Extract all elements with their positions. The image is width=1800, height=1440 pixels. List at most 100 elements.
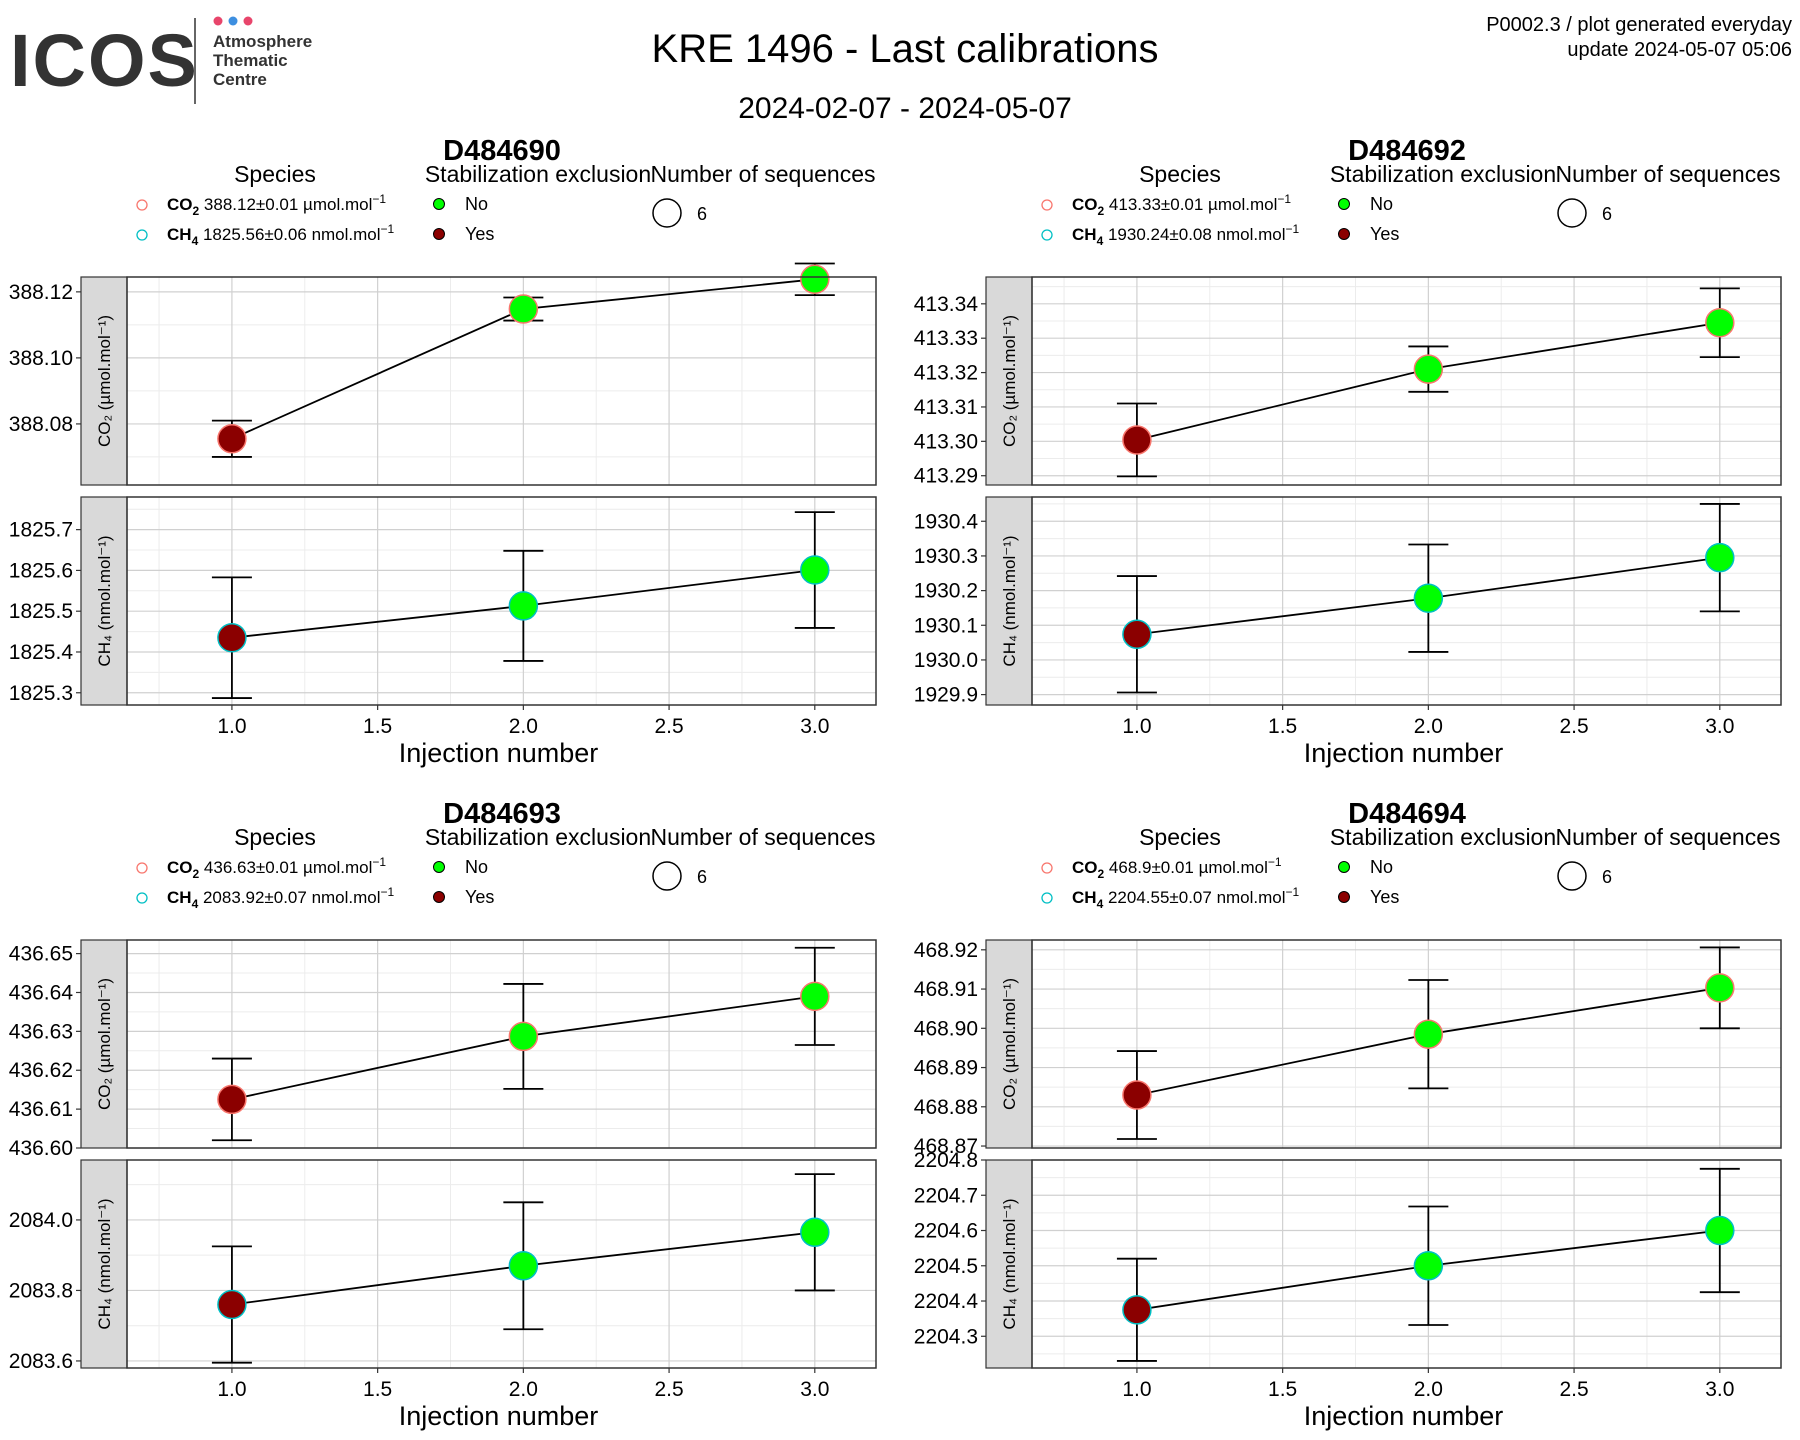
panel-background	[127, 277, 876, 485]
legend-no-label: No	[1370, 194, 1393, 214]
legend-species-label: CH4 1825.56±0.06 nmol.mol−1	[167, 222, 395, 248]
legend-yes-key	[433, 228, 445, 240]
x-tick-label: 2.0	[509, 1378, 538, 1401]
x-tick-label: 2.0	[1414, 1378, 1443, 1401]
panel-strip	[985, 939, 1033, 1149]
y-tick-label: 2204.4	[914, 1290, 979, 1313]
y-tick-label: 2204.5	[914, 1255, 978, 1278]
legend-species-label: CH4 1930.24±0.08 nmol.mol−1	[1072, 222, 1300, 248]
legend-no-key	[433, 861, 445, 873]
data-point	[508, 294, 539, 324]
y-tick-label: 413.31	[914, 396, 978, 419]
block-title: D484694	[1348, 798, 1466, 830]
y-tick-label: 413.29	[914, 465, 978, 488]
y-tick-label: 468.87	[914, 1135, 978, 1158]
legend-sequences-title: Number of sequences	[1555, 824, 1780, 850]
data-point	[1122, 619, 1152, 650]
panel-background	[127, 1160, 876, 1368]
y-tick-label: 436.63	[9, 1020, 73, 1043]
y-tick-label: 1825.4	[9, 641, 74, 664]
panel-border	[126, 496, 877, 706]
legend-yes-label: Yes	[465, 224, 494, 244]
calibration-block: D484694 Species Stabilization exclusion Num…	[914, 798, 1782, 1431]
legend-no-key	[1338, 861, 1350, 873]
x-tick-label: 2.0	[1414, 715, 1443, 738]
x-tick-label: 3.0	[1705, 1378, 1734, 1401]
y-tick-label: 436.62	[9, 1059, 73, 1082]
data-point	[508, 1021, 539, 1052]
x-tick-label: 1.0	[217, 1378, 246, 1401]
legend-no-label: No	[1370, 857, 1393, 877]
panel-background	[1032, 277, 1781, 485]
y-tick-label: 413.33	[914, 327, 978, 350]
legend-no-key	[1338, 198, 1350, 210]
legend-sequence-key	[1557, 861, 1587, 891]
legend-no-label: No	[465, 194, 488, 214]
legend-species-label: CO2 388.12±0.01 µmol.mol−1	[167, 192, 386, 218]
legend-species-key	[136, 199, 148, 211]
date-range: 2024-02-07 - 2024-05-07	[738, 92, 1072, 125]
x-axis-label: Injection number	[399, 738, 599, 768]
legend-sequences-title: Number of sequences	[1555, 161, 1780, 187]
logo-subtitle-line-3: Centre	[213, 70, 267, 89]
legend-yes-key	[1338, 228, 1350, 240]
panel-strip-label: CO₂ (µmol.mol⁻¹)	[95, 978, 114, 1110]
panel-strip-label: CO₂ (µmol.mol⁻¹)	[1000, 315, 1019, 447]
panel-strip-label: CO₂ (µmol.mol⁻¹)	[1000, 978, 1019, 1110]
legend-sequence-count: 6	[1602, 204, 1612, 224]
calibration-block: D484693 Species Stabilization exclusion Num…	[9, 798, 877, 1431]
x-axis-label: Injection number	[1304, 1401, 1504, 1431]
co2-panel: CO₂ (µmol.mol⁻¹) 468.87 468.88 468.89 468.90…	[914, 939, 1782, 1158]
panel-border	[1031, 496, 1782, 706]
data-point	[800, 981, 830, 1012]
y-tick-label: 1930.3	[914, 545, 978, 568]
panel-strip	[985, 496, 1033, 706]
panel-strip-label: CH₄ (nmol.mol⁻¹)	[1000, 535, 1019, 666]
y-tick-label: 413.30	[914, 430, 978, 453]
data-point	[217, 1289, 247, 1320]
logo-subtitle-line-1: Atmosphere	[213, 32, 312, 51]
data-point	[800, 555, 830, 585]
y-tick-label: 388.08	[9, 413, 73, 436]
x-tick-label: 1.0	[217, 715, 246, 738]
panel-strip-label: CO₂ (µmol.mol⁻¹)	[95, 315, 114, 447]
legend-species-label: CO2 436.63±0.01 µmol.mol−1	[167, 855, 386, 881]
legend-sequences-title: Number of sequences	[650, 161, 875, 187]
y-tick-label: 2204.6	[914, 1220, 978, 1243]
co2-panel: CO₂ (µmol.mol⁻¹) 436.60 436.61 436.62 436.63…	[9, 939, 877, 1160]
legend-sequence-count: 6	[1602, 867, 1612, 887]
data-point	[508, 591, 539, 621]
legend-stabilization-title: Stabilization exclusion	[1330, 161, 1556, 187]
legend-sequence-count: 6	[697, 204, 707, 224]
legend-stabilization-title: Stabilization exclusion	[1330, 824, 1556, 850]
x-tick-label: 3.0	[1705, 715, 1734, 738]
data-point	[1413, 1019, 1444, 1049]
icos-logo: ICOS Atmosphere Thematic Centre	[10, 16, 312, 104]
co2-panel: CO₂ (µmol.mol⁻¹) 413.29 413.30 413.31 413.32…	[914, 276, 1782, 488]
x-tick-label: 1.5	[1268, 1378, 1297, 1401]
block-title: D484690	[443, 135, 561, 167]
logo-wordmark: ICOS	[10, 19, 199, 102]
data-point	[508, 1251, 539, 1281]
panel-border	[1031, 939, 1782, 1149]
data-point	[1705, 1215, 1735, 1246]
calibration-block: D484690 Species Stabilization exclusion Num…	[9, 135, 877, 768]
panel-border	[1031, 1159, 1782, 1369]
data-point	[1413, 583, 1444, 613]
panel-border	[1031, 276, 1782, 486]
data-point	[217, 1084, 247, 1115]
y-tick-label: 2083.8	[9, 1279, 73, 1302]
y-tick-label: 436.61	[9, 1098, 73, 1121]
panel-strip	[80, 939, 128, 1149]
legend-no-key	[433, 198, 445, 210]
y-tick-label: 413.34	[914, 293, 979, 316]
legend-sequence-key	[1557, 198, 1587, 228]
y-tick-label: 2204.8	[914, 1149, 978, 1172]
logo-dot-2	[228, 16, 238, 26]
legend-species-key	[1041, 229, 1053, 241]
data-point	[1705, 307, 1735, 338]
block-title: D484692	[1348, 135, 1466, 167]
ch4-panel: CH₄ (nmol.mol⁻¹) 2204.3 2204.4 2204.5 2204.6…	[914, 1149, 1782, 1369]
y-tick-label: 2204.7	[914, 1184, 978, 1207]
